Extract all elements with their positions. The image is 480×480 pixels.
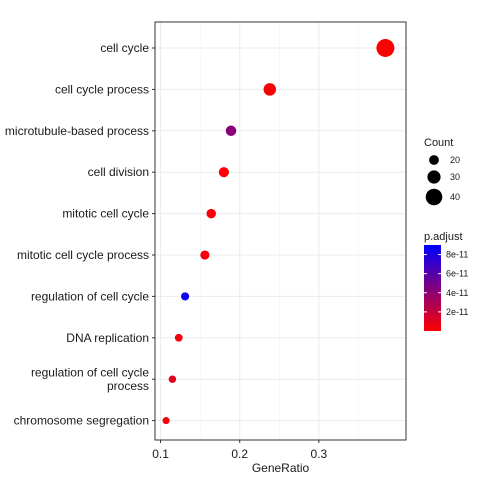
data-point bbox=[218, 167, 229, 178]
color-legend-label: 4e-11 bbox=[446, 288, 468, 298]
y-tick-label: mitotic cell cycle bbox=[62, 207, 149, 221]
grid-lines bbox=[155, 22, 406, 440]
size-legend: Count 20 30 40 bbox=[424, 137, 460, 206]
y-tick-label: cell division bbox=[88, 165, 149, 179]
x-axis-ticks: 0.1 0.2 0.3 bbox=[152, 440, 328, 461]
data-point bbox=[181, 292, 190, 301]
plot-panel bbox=[155, 22, 406, 440]
data-point bbox=[206, 208, 216, 219]
size-legend-title: Count bbox=[424, 137, 453, 149]
color-legend: p.adjust 2e-11 4e-11 6e-11 8e-11 bbox=[424, 231, 468, 331]
color-legend-label: 8e-11 bbox=[446, 250, 468, 260]
y-tick-label: DNA replication bbox=[66, 331, 149, 345]
y-axis-labels: cell cycle cell cycle process microtubule-… bbox=[5, 41, 149, 428]
data-point bbox=[174, 333, 183, 342]
plot-border bbox=[154, 21, 407, 441]
y-tick-label: cell cycle process bbox=[55, 82, 149, 96]
color-legend-title: p.adjust bbox=[424, 231, 463, 243]
size-legend-key bbox=[429, 155, 439, 165]
data-point bbox=[200, 250, 210, 260]
size-legend-key bbox=[427, 170, 441, 184]
data-point bbox=[225, 125, 237, 137]
data-points bbox=[162, 39, 395, 425]
data-point bbox=[376, 39, 395, 57]
x-tick-label: 0.3 bbox=[311, 447, 328, 461]
data-point bbox=[168, 375, 177, 383]
x-axis-title: GeneRatio bbox=[252, 461, 310, 475]
data-point bbox=[162, 417, 170, 425]
y-tick-label: regulation of cell cycle process bbox=[31, 365, 149, 393]
y-tick-label: mitotic cell cycle process bbox=[17, 248, 149, 262]
y-tick-label: microtubule-based process bbox=[5, 124, 149, 138]
y-tick-label: cell cycle bbox=[100, 41, 149, 55]
size-legend-label: 30 bbox=[450, 172, 460, 182]
size-legend-label: 20 bbox=[450, 155, 460, 165]
color-bar bbox=[424, 245, 441, 331]
x-tick-label: 0.2 bbox=[231, 447, 248, 461]
color-legend-label: 2e-11 bbox=[446, 307, 468, 317]
y-tick-label: chromosome segregation bbox=[14, 414, 149, 428]
size-legend-key bbox=[425, 188, 443, 206]
size-legend-label: 40 bbox=[450, 192, 460, 202]
color-legend-label: 6e-11 bbox=[446, 269, 468, 279]
x-tick-label: 0.1 bbox=[152, 447, 169, 461]
data-point bbox=[263, 83, 277, 96]
y-tick-label: regulation of cell cycle bbox=[31, 289, 149, 303]
